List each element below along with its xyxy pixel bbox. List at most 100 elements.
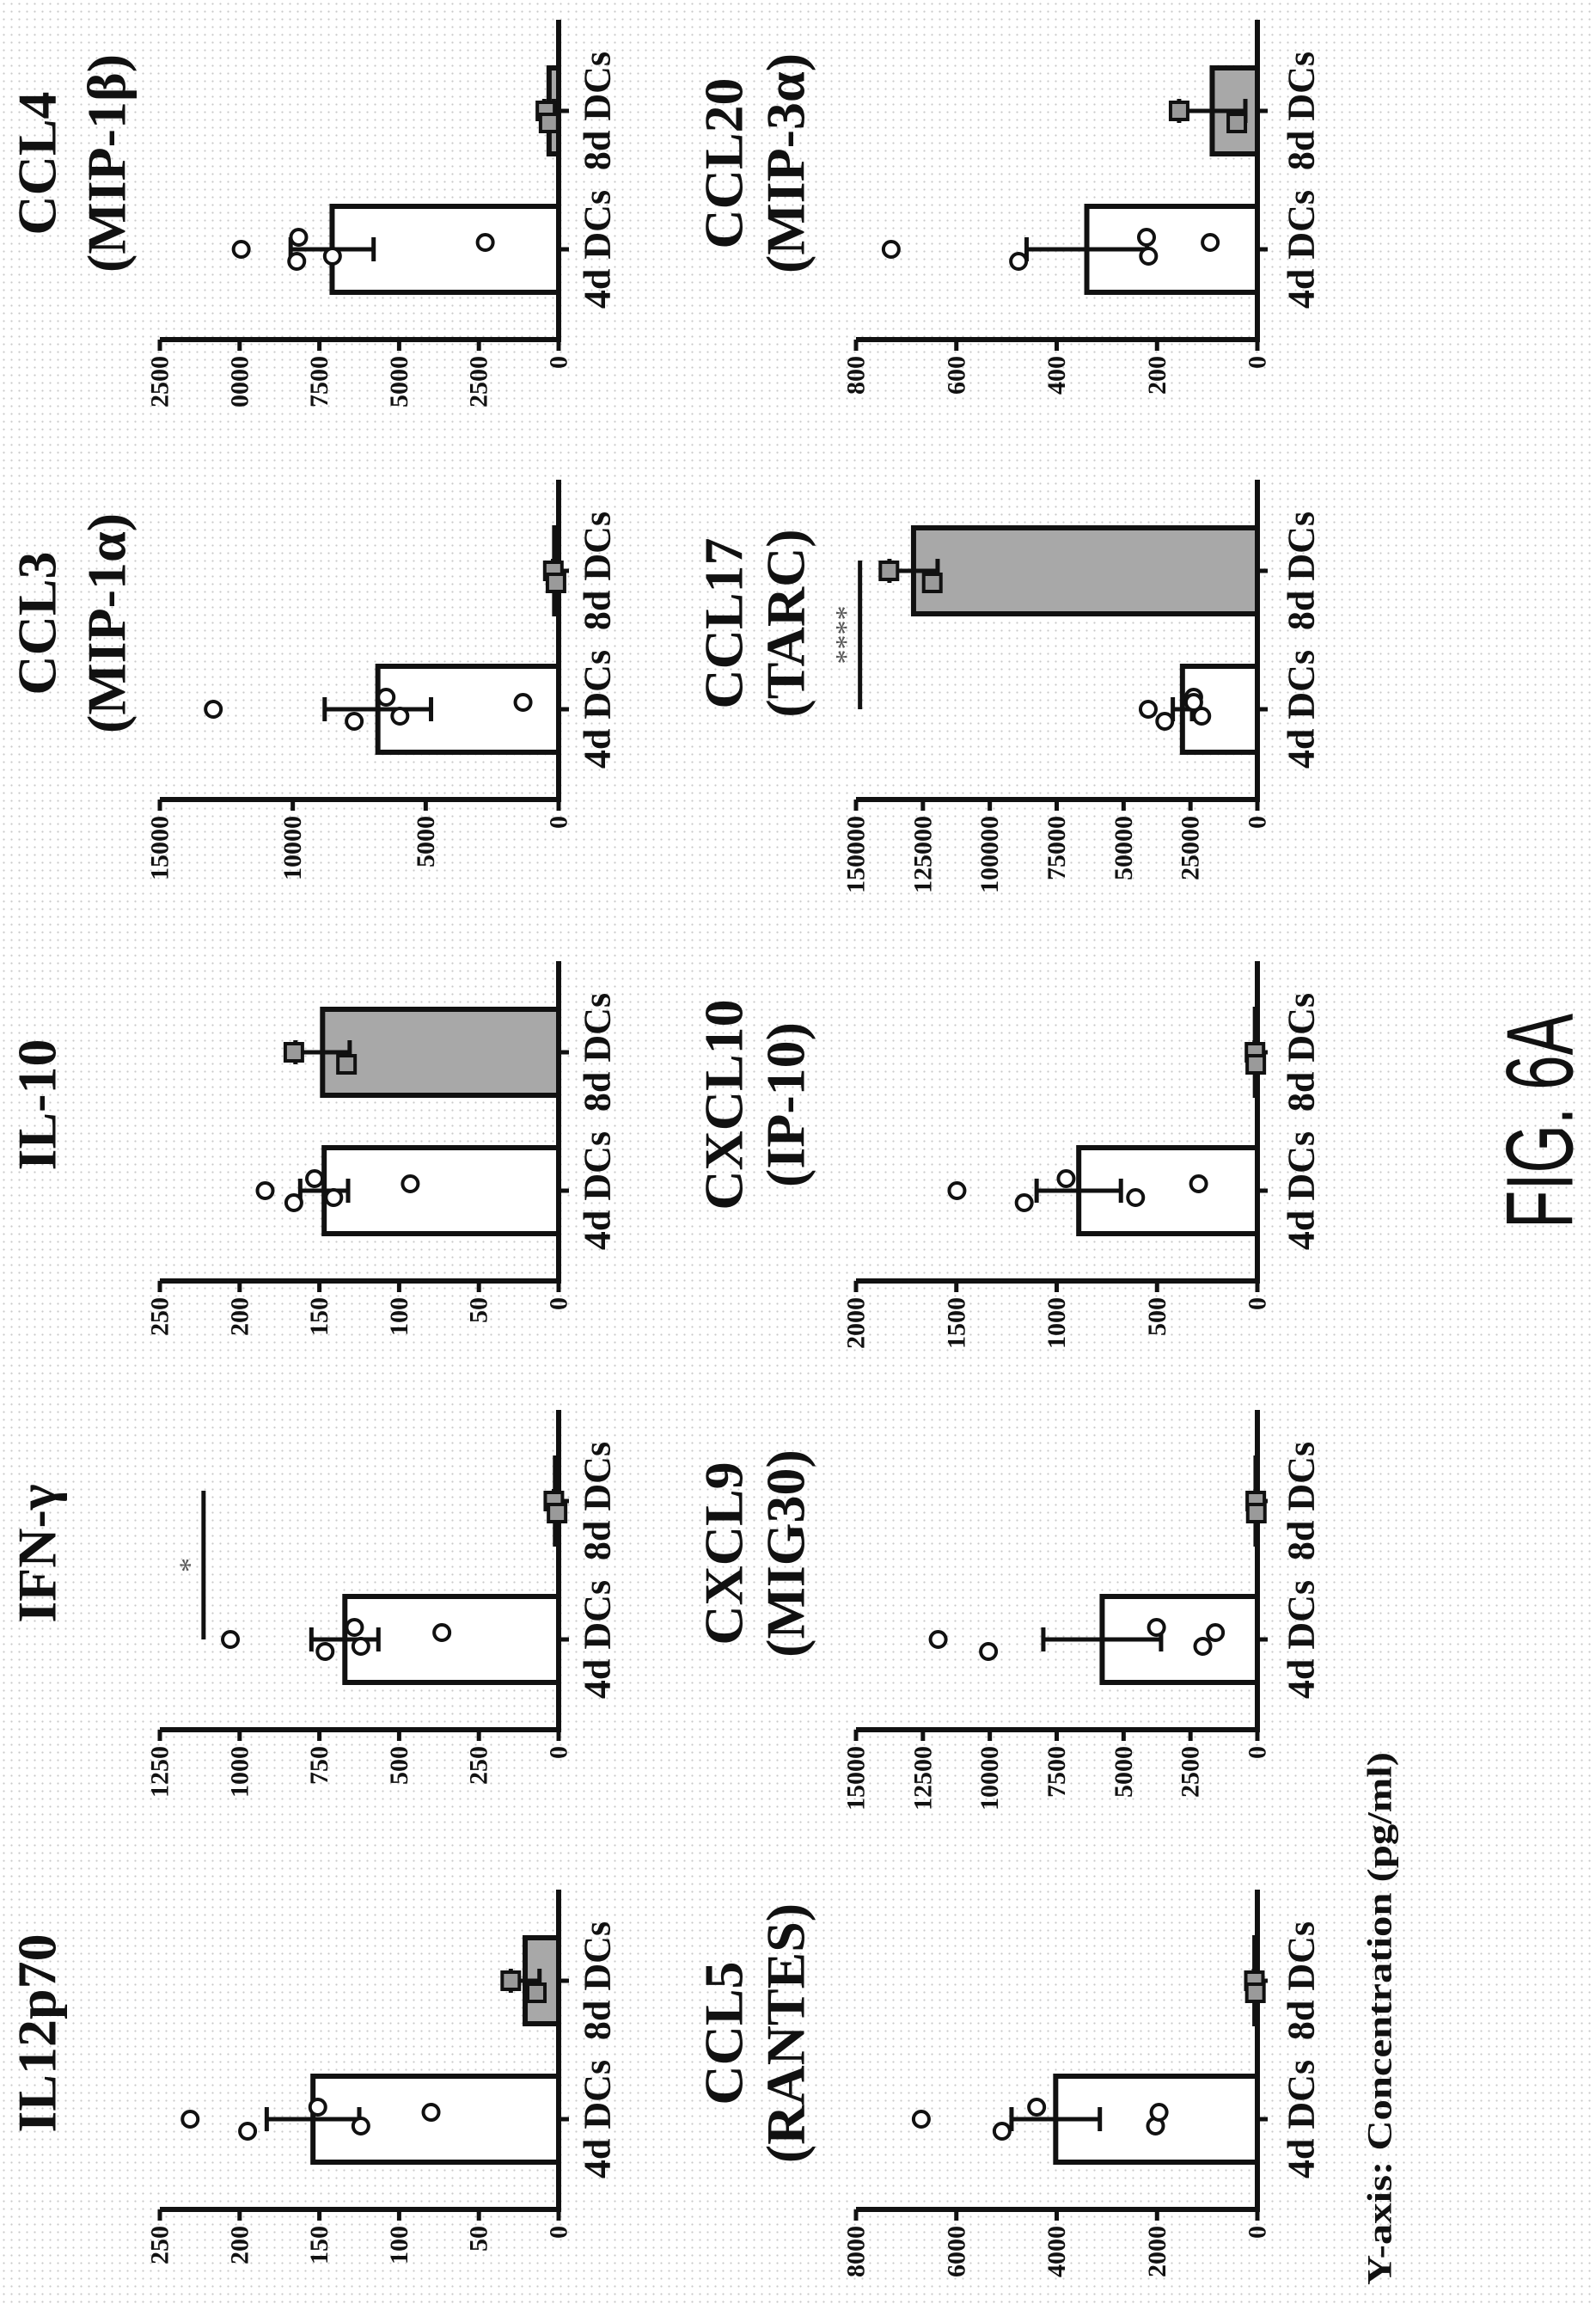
chart-subtitle: (IP-10) [755,1022,816,1187]
data-point-4d [325,248,340,264]
data-point-4d [1202,235,1218,250]
data-point-4d [1195,1639,1210,1654]
data-point-4d [289,254,304,269]
data-point-4d [234,242,249,257]
y-tick-label: 5000 [385,356,413,407]
y-tick-label: 600 [942,356,970,395]
category-label: 8d DCs [577,52,619,170]
bar-8d-dcs [322,1009,559,1095]
data-point-4d [240,2123,255,2139]
category-label: 4d DCs [577,190,619,309]
chart-title: IFN-γ [7,1484,68,1623]
significance-marker: **** [830,606,862,665]
data-point-8d [1248,1504,1265,1522]
y-tick-label: 1000 [1043,1297,1071,1349]
y-tick-label: 250 [465,1746,493,1785]
data-point-4d [346,714,362,729]
category-label: 8d DCs [577,1921,619,2040]
data-point-4d [931,1632,946,1647]
y-tick-label: 5000 [412,816,440,867]
category-label: 8d DCs [1281,512,1323,630]
data-point-4d [1149,1620,1165,1635]
y-tick-label: 0 [545,1746,573,1759]
y-tick-label: 1000 [225,1746,254,1798]
category-label: 8d DCs [1281,1442,1323,1560]
y-tick-label: 15000 [842,1746,871,1811]
data-point-4d [290,230,306,245]
y-tick-label: 150 [305,2226,333,2264]
y-tick-label: 250 [146,1297,174,1336]
chart-subtitle: (RANTES) [755,1903,816,2163]
y-tick-label: 150000 [842,816,871,893]
y-tick-label: 150 [305,1297,333,1336]
y-tick-label: 0000 [225,356,254,407]
chart-title: CCL17 [694,537,755,708]
y-tick-label: 0 [545,2226,573,2239]
y-tick-label: 200 [225,1297,254,1336]
data-point-4d [1140,248,1156,264]
y-tick-label: 2500 [146,356,174,407]
data-point-8d [541,114,558,132]
y-tick-label: 0 [1244,1297,1272,1310]
data-point-4d [949,1183,964,1198]
y-tick-label: 15000 [146,816,174,880]
bar-8d-dcs [914,528,1257,614]
category-label: 8d DCs [1281,1921,1323,2040]
y-tick-label: 6000 [942,2226,970,2277]
y-tick-label: 8000 [842,2226,871,2277]
y-tick-label: 800 [842,356,871,395]
chart-subtitle: (MIP-1α) [76,513,138,733]
data-point-4d [994,2123,1010,2139]
data-point-4d [981,1644,996,1659]
y-tick-label: 1250 [146,1746,174,1798]
y-tick-label: 100 [385,1297,413,1336]
data-point-4d [1157,714,1172,729]
data-point-4d [914,2111,929,2127]
y-tick-label: 2500 [465,356,493,407]
y-tick-label: 0 [1244,2226,1272,2239]
data-point-8d [547,574,565,591]
category-label: 4d DCs [577,1580,619,1699]
y-tick-label: 5000 [1110,1746,1138,1798]
y-tick-label: 125000 [908,816,937,893]
chart-ccl5: CCL5(RANTES)020004000600080004d DCs8d DC… [694,1890,1323,2277]
y-tick-label: 25000 [1177,816,1205,880]
category-label: 8d DCs [1281,993,1323,1112]
chart-il-10: IL-100501001502002504d DCs8d DCs [7,961,619,1336]
significance-marker: * [174,1558,205,1572]
category-label: 8d DCs [577,1442,619,1560]
data-point-4d [353,2118,369,2134]
chart-title: IL12p70 [7,1933,68,2132]
data-point-4d [516,695,531,710]
category-label: 4d DCs [1281,1580,1323,1699]
data-point-4d [1186,695,1202,710]
y-tick-label: 500 [385,1746,413,1785]
category-label: 8d DCs [1281,52,1323,170]
category-label: 4d DCs [1281,1131,1323,1250]
data-point-4d [378,689,394,705]
y-tick-label: 500 [1143,1297,1171,1336]
chart-title: CXCL10 [694,999,755,1210]
chart-title: IL-10 [7,1039,68,1171]
bar-4d-dcs [324,1148,559,1234]
category-label: 4d DCs [577,2060,619,2178]
data-point-4d [392,708,407,724]
data-point-4d [205,702,221,717]
y-tick-label: 50 [465,2226,493,2252]
chart-ccl20: CCL20(MIP-3α)02004006008004d DCs8d DCs [694,20,1323,395]
data-point-4d [223,1632,238,1647]
y-tick-label: 0 [1244,816,1272,829]
data-point-4d [434,1625,449,1640]
data-point-8d [502,1972,519,1989]
y-tick-label: 0 [545,356,573,369]
data-point-4d [326,1190,341,1205]
y-tick-label: 200 [225,2226,254,2264]
data-point-4d [1017,1195,1032,1210]
y-tick-label: 1500 [942,1297,970,1349]
y-tick-label: 75000 [1043,816,1071,880]
y-tick-label: 200 [1143,356,1171,395]
chart-cxcl9: CXCL9(MIG30)0250050007500100001250015000… [694,1410,1323,1811]
data-point-4d [346,1620,362,1635]
category-label: 4d DCs [577,650,619,769]
y-tick-label: 100 [385,2226,413,2264]
